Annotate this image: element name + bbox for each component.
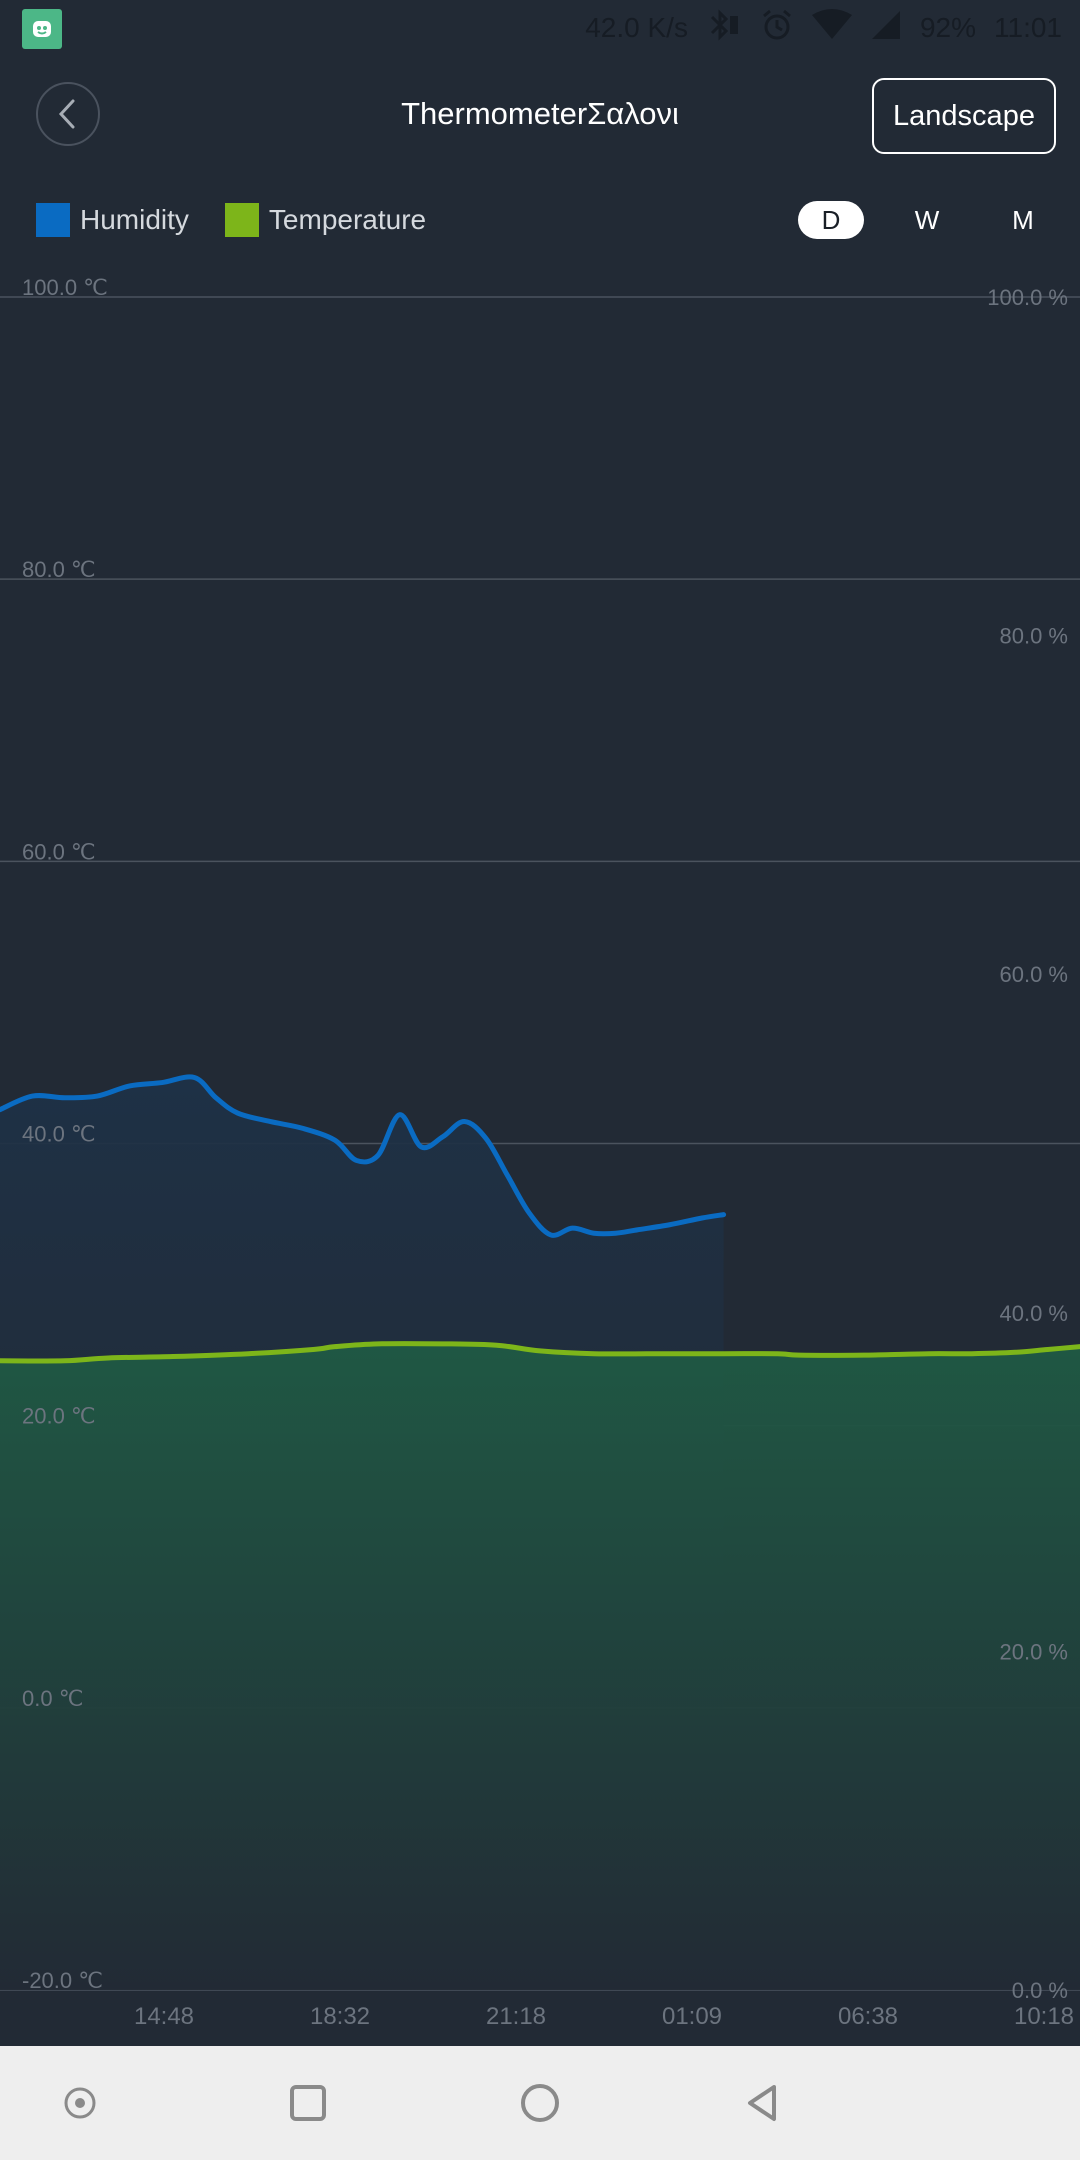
landscape-button[interactable]: Landscape (872, 78, 1056, 154)
humidity-line (0, 1074, 727, 1238)
app-icon (22, 9, 62, 49)
legend-label-humidity: Humidity (80, 204, 189, 235)
wifi-icon (811, 8, 852, 48)
cellular-icon (870, 9, 902, 48)
right-axis-tick-label: 20.0 % (1000, 1639, 1069, 1664)
tab-month[interactable]: M (1012, 204, 1034, 235)
right-axis-tick-label: 0.0 % (1012, 1978, 1068, 2003)
right-axis-tick-label: 40.0 % (1000, 1301, 1069, 1326)
temperature-swatch (224, 203, 259, 237)
battery-text: 92% (919, 12, 976, 43)
left-axis-tick-label: 0.0 ℃ (22, 1686, 83, 1711)
chevron-left-icon (58, 99, 75, 129)
legend-item-humidity: Humidity (36, 203, 189, 237)
legend-item-temperature: Temperature (224, 203, 427, 237)
left-axis-tick-label: -20.0 ℃ (22, 1968, 103, 1993)
bluetooth-icon (706, 8, 742, 49)
x-axis-tick-label: 01:09 (662, 2003, 722, 2030)
humidity-swatch (36, 203, 70, 237)
network-speed: 42.0 K/s (585, 12, 688, 43)
right-axis-tick-label: 80.0 % (1000, 624, 1069, 649)
back-nav-icon[interactable] (738, 2079, 786, 2127)
left-axis-tick-label: 60.0 ℃ (22, 839, 96, 864)
tab-day[interactable]: D (798, 201, 864, 239)
left-axis-tick-label: 40.0 ℃ (22, 1122, 96, 1147)
assistant-icon[interactable] (56, 2079, 104, 2127)
chart-legend: Humidity Temperature (36, 196, 462, 244)
left-axis-tick-label: 80.0 ℃ (22, 557, 96, 582)
line-chart: 100.0 ℃ 80.0 ℃ 60.0 ℃ 40.0 ℃ 20.0 ℃ 0.0 ℃ -20.… (0, 275, 1080, 2030)
header: ThermometerΣαλονι Landscape (0, 56, 1080, 176)
x-axis-tick-label: 06:38 (838, 2003, 898, 2030)
alarm-icon (760, 8, 794, 49)
recents-icon[interactable] (284, 2079, 332, 2127)
back-button[interactable] (36, 82, 100, 146)
period-tabs: D W M (768, 196, 1056, 244)
left-axis-tick-label: 100.0 ℃ (22, 275, 108, 300)
x-axis-tick-label: 14:48 (134, 2003, 194, 2030)
legend-label-temperature: Temperature (268, 204, 427, 235)
x-axis-tick-label: 18:32 (310, 2003, 370, 2030)
x-axis-tick-label: 10:18 (1014, 2003, 1074, 2030)
page-title: ThermometerΣαλονι (401, 96, 679, 131)
home-icon[interactable] (516, 2079, 564, 2127)
status-bar: 42.0 K/s 92% 11:01 (0, 0, 1080, 56)
temperature-area (0, 1343, 1080, 1990)
navigation-bar (0, 2046, 1080, 2160)
right-axis-tick-label: 60.0 % (1000, 962, 1069, 987)
right-axis-tick-label: 100.0 % (987, 285, 1068, 310)
clock: 11:01 (994, 12, 1062, 43)
left-axis-tick-label: 20.0 ℃ (22, 1404, 96, 1429)
x-axis-tick-label: 21:18 (486, 2003, 546, 2030)
status-right: 42.0 K/s 92% 11:01 (585, 8, 1062, 49)
temperature-line (0, 1341, 1080, 1364)
tab-week[interactable]: W (914, 204, 940, 235)
